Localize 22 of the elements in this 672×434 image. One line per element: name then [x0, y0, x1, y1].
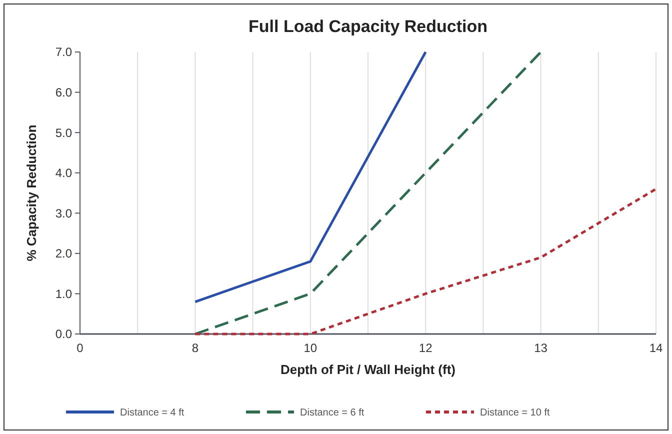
y-tick-label: 1.0: [55, 286, 72, 301]
y-axis-title: % Capacity Reduction: [24, 124, 39, 262]
line-series: [194, 50, 542, 336]
legend-label: Distance = 10 ft: [480, 408, 550, 418]
x-tick-label: 12: [418, 341, 433, 355]
y-tick-label: 7.0: [55, 45, 72, 60]
line-series: [194, 188, 658, 336]
x-tick-label: 10: [304, 341, 318, 355]
x-tick-label: 13: [534, 341, 548, 355]
legend-label: Distance = 4 ft: [120, 408, 184, 418]
y-tick-label: 0.0: [55, 327, 72, 342]
legend-label: Distance = 6 ft: [300, 408, 364, 418]
x-tick-label: 8: [192, 341, 199, 355]
y-tick-label: 3.0: [55, 206, 72, 220]
x-axis-title: Depth of Pit / Wall Height (ft): [280, 362, 456, 377]
x-tick-label: 0: [76, 341, 84, 355]
y-tick-label: 6.0: [55, 85, 72, 100]
y-tick-label: 4.0: [55, 166, 72, 180]
chart-title: Full Load Capacity Reduction: [248, 17, 488, 36]
x-tick-label: 14: [649, 341, 663, 355]
y-tick-label: 5.0: [55, 126, 72, 140]
y-tick-label: 2.0: [55, 246, 72, 261]
